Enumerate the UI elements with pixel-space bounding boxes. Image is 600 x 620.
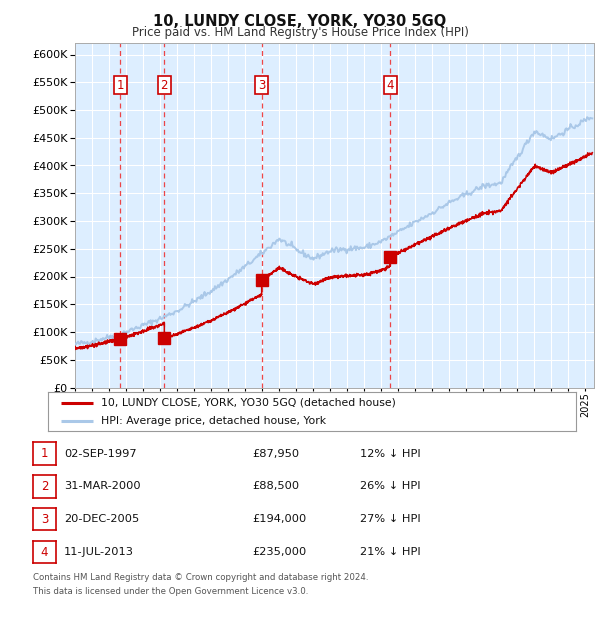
Text: £87,950: £87,950 [252, 448, 299, 459]
Text: 2: 2 [41, 480, 48, 493]
Text: This data is licensed under the Open Government Licence v3.0.: This data is licensed under the Open Gov… [33, 587, 308, 596]
Text: 21% ↓ HPI: 21% ↓ HPI [360, 547, 421, 557]
Text: HPI: Average price, detached house, York: HPI: Average price, detached house, York [101, 415, 326, 425]
Text: 1: 1 [41, 447, 48, 460]
Text: 10, LUNDY CLOSE, YORK, YO30 5GQ (detached house): 10, LUNDY CLOSE, YORK, YO30 5GQ (detache… [101, 398, 395, 408]
Text: 27% ↓ HPI: 27% ↓ HPI [360, 514, 421, 525]
Text: £235,000: £235,000 [252, 547, 306, 557]
Text: 3: 3 [41, 513, 48, 526]
Text: 20-DEC-2005: 20-DEC-2005 [64, 514, 139, 525]
Text: 12% ↓ HPI: 12% ↓ HPI [360, 448, 421, 459]
Text: 3: 3 [258, 79, 265, 92]
Text: 4: 4 [41, 546, 48, 559]
Text: 4: 4 [386, 79, 394, 92]
Text: 31-MAR-2000: 31-MAR-2000 [64, 481, 141, 492]
Text: £194,000: £194,000 [252, 514, 306, 525]
Text: 11-JUL-2013: 11-JUL-2013 [64, 547, 134, 557]
Text: £88,500: £88,500 [252, 481, 299, 492]
Text: Price paid vs. HM Land Registry's House Price Index (HPI): Price paid vs. HM Land Registry's House … [131, 26, 469, 39]
Text: 2: 2 [161, 79, 168, 92]
Text: 1: 1 [116, 79, 124, 92]
Text: 02-SEP-1997: 02-SEP-1997 [64, 448, 137, 459]
Text: 10, LUNDY CLOSE, YORK, YO30 5GQ: 10, LUNDY CLOSE, YORK, YO30 5GQ [154, 14, 446, 29]
Text: Contains HM Land Registry data © Crown copyright and database right 2024.: Contains HM Land Registry data © Crown c… [33, 574, 368, 583]
Text: 26% ↓ HPI: 26% ↓ HPI [360, 481, 421, 492]
